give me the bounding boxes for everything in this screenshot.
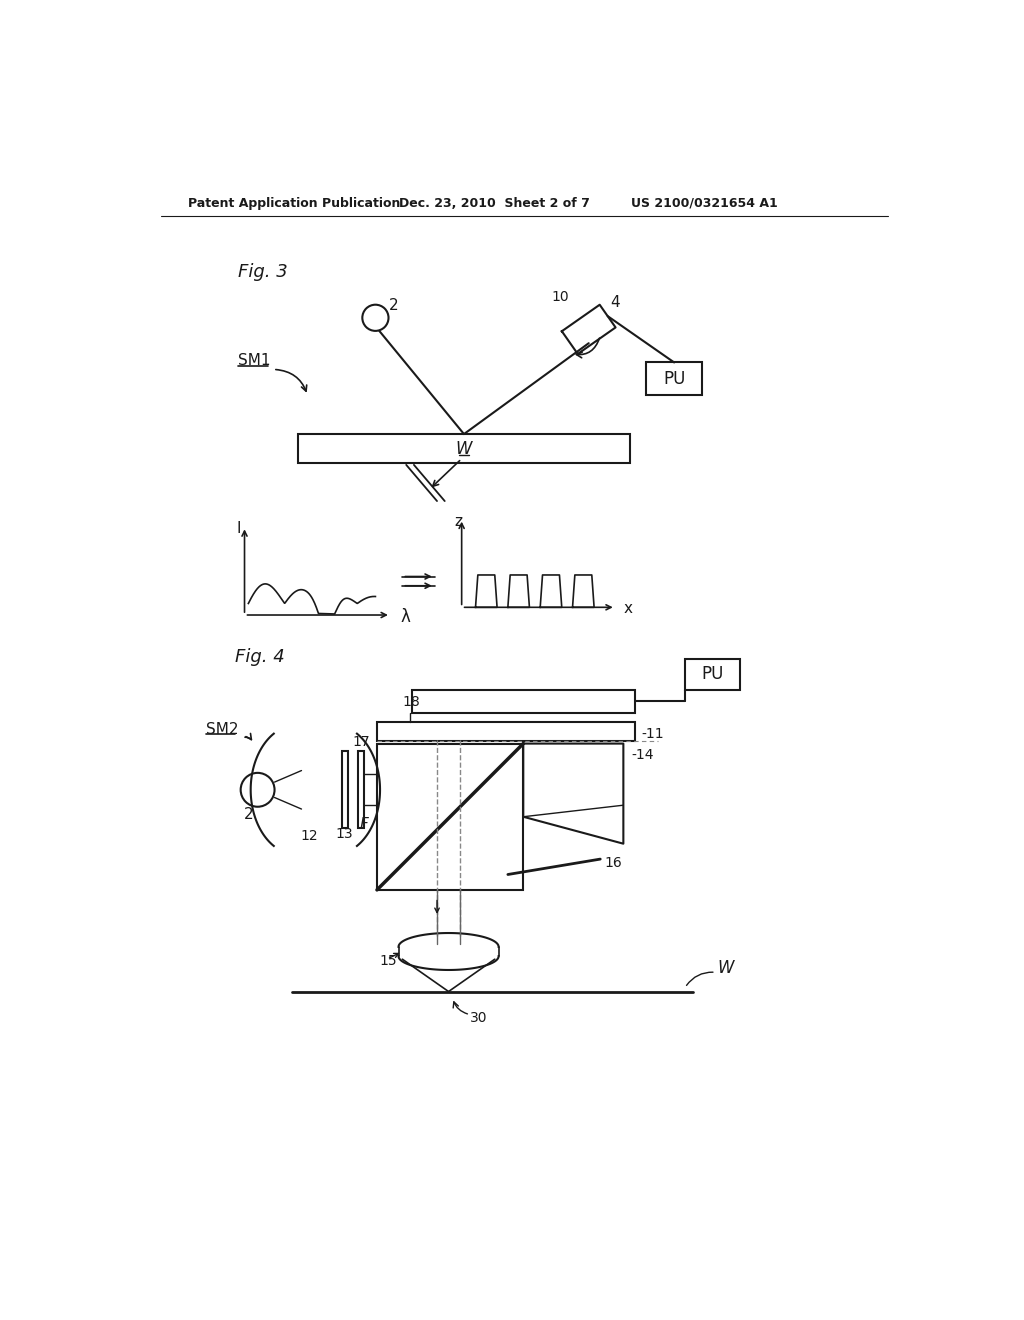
Text: Fig. 4: Fig. 4: [234, 648, 285, 667]
Text: 15: 15: [379, 954, 397, 968]
Text: I: I: [237, 521, 242, 536]
Bar: [685, 659, 740, 689]
Bar: [646, 363, 701, 395]
Text: 4: 4: [610, 294, 620, 310]
Bar: [377, 743, 523, 890]
Text: W: W: [456, 441, 472, 458]
Text: 2: 2: [389, 298, 399, 313]
Text: z: z: [454, 513, 462, 528]
Text: SM1: SM1: [239, 354, 271, 368]
Text: 2: 2: [244, 807, 253, 822]
Text: 16: 16: [604, 855, 622, 870]
Text: SM2: SM2: [206, 722, 239, 738]
Bar: [342, 751, 348, 829]
Bar: [298, 434, 630, 463]
Text: 13: 13: [336, 828, 353, 841]
Text: 17: 17: [352, 735, 370, 748]
Text: 30: 30: [470, 1011, 487, 1026]
Text: x: x: [624, 602, 633, 616]
Text: 10: 10: [552, 290, 569, 304]
Bar: [377, 722, 635, 742]
Text: -14: -14: [631, 748, 653, 762]
Text: US 2100/0321654 A1: US 2100/0321654 A1: [631, 197, 778, 210]
Text: -11: -11: [641, 726, 664, 741]
Text: Dec. 23, 2010  Sheet 2 of 7: Dec. 23, 2010 Sheet 2 of 7: [398, 197, 590, 210]
Bar: [412, 689, 635, 713]
Bar: [358, 751, 364, 829]
Text: W: W: [717, 960, 734, 977]
Text: λ: λ: [400, 607, 410, 626]
Text: 18: 18: [402, 696, 420, 709]
Text: PU: PU: [701, 665, 724, 684]
Text: Patent Application Publication: Patent Application Publication: [188, 197, 400, 210]
Text: F: F: [360, 817, 369, 832]
Text: PU: PU: [663, 370, 685, 388]
Text: 12: 12: [300, 829, 318, 843]
Text: Fig. 3: Fig. 3: [239, 264, 288, 281]
